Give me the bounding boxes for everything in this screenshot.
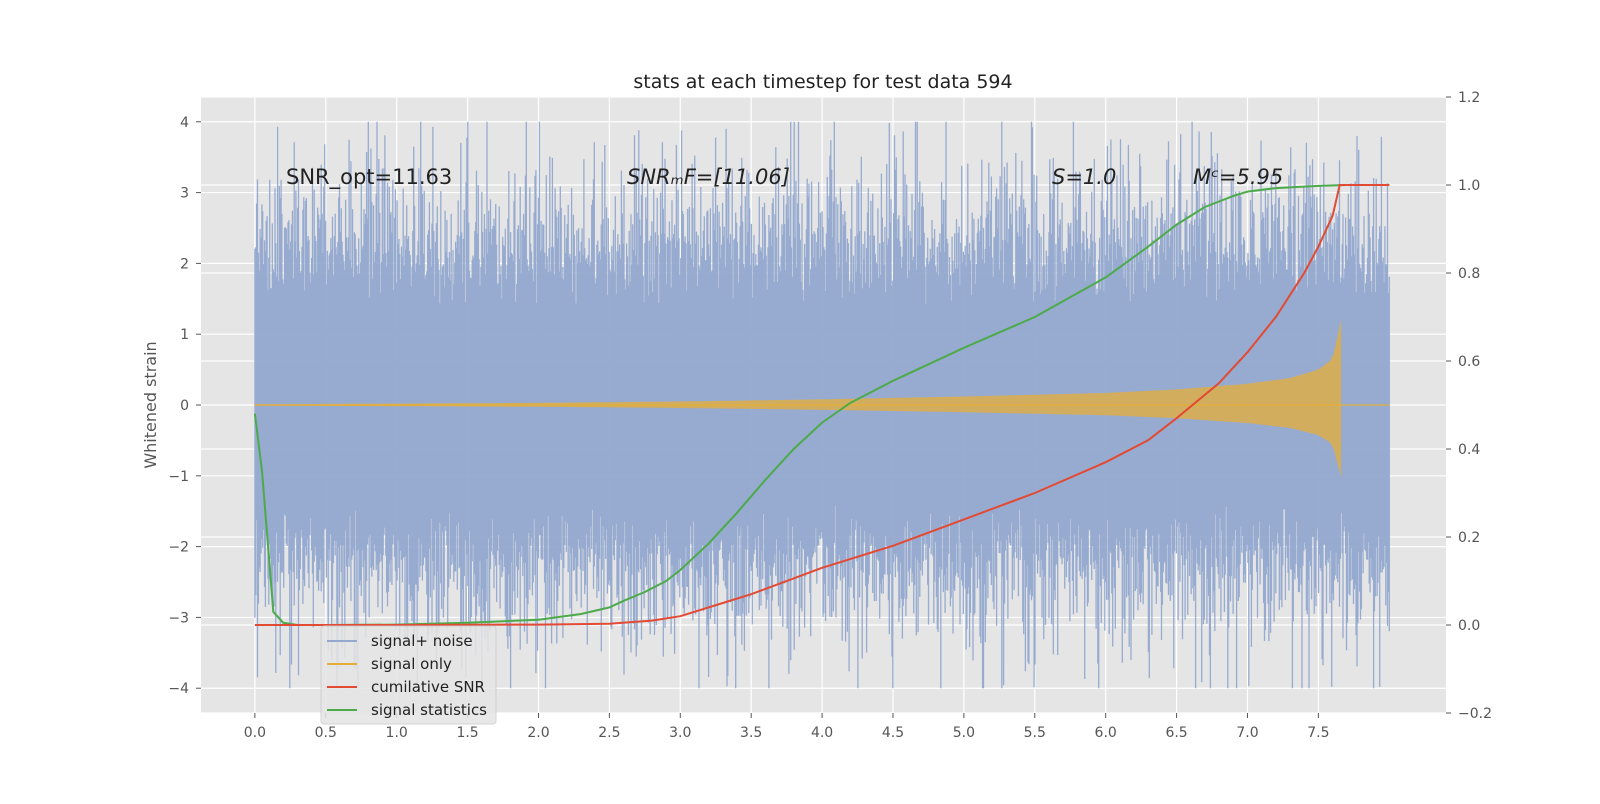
axes: 0.0 0.5 1.0 1.5 2.0 2.5 3.0 3.5 4.0 4.5 5.0 5.5 6.0 6… <box>168 90 1492 741</box>
y2-tick-label: −0.2 <box>1458 706 1492 722</box>
y2-tick-label: 0.8 <box>1458 266 1480 282</box>
legend-label-signal-statistics: signal statistics <box>371 701 487 719</box>
y-tick-label: 4 <box>180 115 189 131</box>
legend-label-cumilative-snr: cumilative SNR <box>371 678 485 696</box>
y-tick-label: 1 <box>180 327 189 343</box>
x-tick-label: 4.5 <box>882 725 904 741</box>
x-tick-label: 7.5 <box>1307 725 1329 741</box>
y-tick-label: −4 <box>168 681 189 697</box>
legend: signal+ noise signal only cumilative SNR… <box>320 625 497 725</box>
y2-tick-label: 0.6 <box>1458 354 1480 370</box>
y2-tick-label: 0.2 <box>1458 530 1480 546</box>
y-tick-label: −3 <box>168 610 189 626</box>
x-tick-label: 4.0 <box>811 725 833 741</box>
y2-tick-label: 1.0 <box>1458 178 1480 194</box>
x-tick-label: 3.5 <box>740 725 762 741</box>
x-tick-label: 2.0 <box>527 725 549 741</box>
x-tick-label: 0.5 <box>315 725 337 741</box>
x-tick-label: 1.5 <box>456 725 478 741</box>
y2-tick-label: 0.0 <box>1458 618 1480 634</box>
y-tick-label: 2 <box>180 256 189 272</box>
annotation-mc: Mᶜ=5.95 <box>1193 165 1283 189</box>
x-tick-label: 6.0 <box>1095 725 1117 741</box>
signal-only-envelope <box>254 320 1342 478</box>
chart-title: stats at each timestep for test data 594 <box>633 71 1012 93</box>
y-tick-label: 0 <box>180 398 189 414</box>
y-tick-label: −1 <box>168 469 189 485</box>
x-tick-label: 2.5 <box>598 725 620 741</box>
y-tick-label: 3 <box>180 186 189 202</box>
line-series <box>253 184 1390 626</box>
annotation-snr-opt: SNR_opt=11.63 <box>286 165 452 190</box>
x-tick-label: 5.0 <box>953 725 975 741</box>
annotation-s: S=1.0 <box>1052 165 1116 189</box>
x-tick-label: 3.0 <box>669 725 691 741</box>
annotation-snr-mf: SNRₘF=[11.06] <box>627 165 790 189</box>
y-tick-label: −2 <box>168 540 189 556</box>
x-tick-label: 0.0 <box>244 725 266 741</box>
y2-tick-label: 1.2 <box>1458 90 1480 106</box>
legend-box <box>320 625 497 725</box>
x-tick-label: 6.5 <box>1165 725 1187 741</box>
x-tick-label: 7.0 <box>1236 725 1258 741</box>
legend-label-signal-noise: signal+ noise <box>371 632 473 650</box>
y2-tick-label: 0.4 <box>1458 442 1480 458</box>
y-axis-label: Whitened strain <box>141 341 160 468</box>
x-tick-label: 1.0 <box>386 725 408 741</box>
series-signal-only <box>254 320 1390 478</box>
legend-label-signal-only: signal only <box>371 655 452 673</box>
x-tick-label: 5.5 <box>1024 725 1046 741</box>
cumulative-snr-line <box>254 184 1390 626</box>
